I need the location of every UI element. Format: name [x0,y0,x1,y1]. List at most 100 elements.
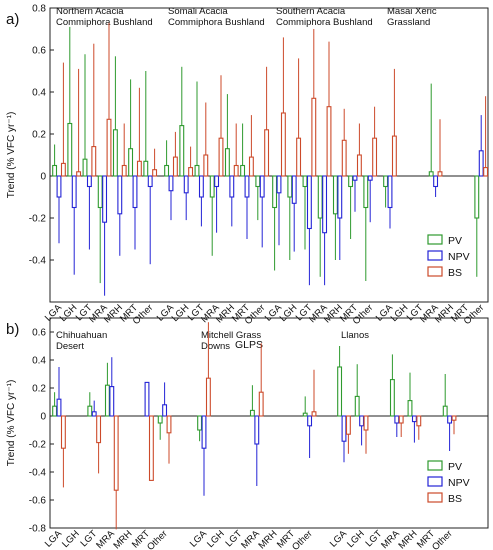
legend-swatch-bs [427,492,443,503]
group-label: Commiphora Bushland [276,17,373,28]
bar-npv [307,415,313,427]
bar-npv [478,150,484,177]
bar-bs [205,377,211,417]
bar-npv [229,175,235,198]
bar-npv [147,175,153,188]
x-tick-label: MRH [396,528,419,550]
bar-bs [296,137,302,177]
bar-pv [224,148,230,177]
bar-pv [52,164,58,177]
y-axis-label: Trend (% VFC yr⁻¹) [6,112,17,199]
bar-pv [272,175,278,209]
legend-label-bs: BS [448,267,462,279]
bar-bs [121,164,127,177]
y-tick-label: -0.2 [29,440,47,451]
bar-npv [276,175,282,194]
bar-pv [389,379,395,417]
bar-npv [183,175,189,194]
bar-npv [322,175,328,234]
bar-npv [433,175,439,188]
y-tick-label: 0.4 [32,88,46,99]
bar-pv [287,175,293,198]
bar-bs [264,129,270,177]
bar-npv [144,381,150,417]
bar-pv [302,175,308,188]
group-label: Commiphora Bushland [168,17,265,28]
bar-npv [337,175,343,219]
legend-swatch-bs [427,266,443,277]
y-tick-label: 0.2 [32,130,46,141]
bar-npv [132,175,138,209]
bar-bs [152,169,158,177]
bar-npv [254,415,260,445]
y-tick-label: -0.2 [29,214,47,225]
bar-pv [67,122,73,177]
y-tick-label: -0.4 [29,256,47,267]
bar-npv [109,386,115,417]
bar-npv [291,175,297,204]
bar-pv [179,125,185,177]
bar-bs [372,137,378,177]
bar-pv [143,160,149,177]
bar-bs [451,415,457,421]
bar-npv [411,415,417,423]
y-tick-label: 0.4 [32,356,46,367]
bar-pv [197,415,203,431]
bar-npv [162,404,168,417]
group-label: Commiphora Bushland [56,17,153,28]
bar-pv [383,175,389,188]
y-tick-label: 0.8 [32,4,46,15]
bar-bs [311,411,317,417]
bar-pv [82,158,88,177]
x-axis-label: GLPS [235,339,263,351]
bar-bs [311,97,317,177]
bar-npv [341,415,347,442]
x-tick-label: LGH [205,528,227,550]
y-tick-label: 0.2 [32,384,46,395]
bar-npv [259,175,265,198]
bar-pv [209,175,215,198]
legend-label-npv: NPV [448,477,470,489]
bar-bs [148,415,154,481]
bar-bs [345,415,351,435]
bar-bs [233,164,239,177]
bar-pv [157,415,163,424]
bar-pv [112,129,118,177]
bar-bs [416,415,422,427]
bar-npv [394,415,400,424]
legend-swatch-npv [427,250,443,261]
bar-bs [136,160,142,177]
bar-bs [218,137,224,177]
group-label: Downs [201,341,230,352]
bar-bs [106,118,112,177]
x-tick-label: LGH [345,528,367,550]
y-tick-label: -0.6 [29,496,47,507]
bar-npv [56,398,62,417]
group-label: Mitchell Grass [201,330,261,341]
bar-pv [302,412,308,417]
chart-panel-a: -0.4 -0.2 0 0.2 0.4 0.6 0.8 Trend (% VFC yr⁻¹) a… [6,4,489,351]
y-tick-label: -0.8 [29,524,47,535]
bar-bs [96,415,102,444]
bar-npv [86,175,92,188]
plot-frame [49,7,489,303]
x-tick-label: LGA [188,528,210,550]
x-tick-label: MRH [256,528,279,550]
bar-npv [168,175,174,192]
bar-pv [363,175,369,209]
legend-label-npv: NPV [448,251,470,263]
bar-bs [437,171,443,177]
bar-pv [354,395,360,417]
bar-bs [91,146,97,177]
bar-bs [326,106,332,177]
bar-npv [198,175,204,198]
bar-bs [203,154,209,177]
bar-npv [214,175,220,188]
y-tick-label: 0 [40,412,46,423]
bar-bs [483,167,489,177]
bar-pv [428,171,434,177]
group-label: Southern Acacia [276,6,346,17]
plot-frame [49,317,489,529]
bar-bs [341,139,347,177]
group-label: Somali Acacia [168,6,228,17]
